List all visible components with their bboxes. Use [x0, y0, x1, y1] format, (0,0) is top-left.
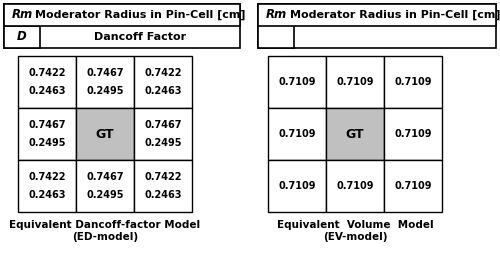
Text: D: D	[17, 31, 27, 44]
Bar	[134, 108, 192, 160]
Text: 0.7109: 0.7109	[394, 77, 432, 87]
Bar	[384, 56, 442, 108]
Bar	[4, 26, 40, 48]
Text: 0.7422: 0.7422	[28, 172, 66, 182]
Text: 0.7109: 0.7109	[278, 181, 316, 191]
Bar	[18, 160, 76, 212]
Text: Moderator Radius in Pin-Cell [cm]: Moderator Radius in Pin-Cell [cm]	[35, 10, 245, 20]
Text: Rm: Rm	[12, 9, 32, 21]
Text: 0.2495: 0.2495	[86, 86, 124, 96]
Bar	[384, 160, 442, 212]
Bar	[326, 56, 384, 108]
Text: 0.2495: 0.2495	[28, 138, 66, 148]
Text: 0.7109: 0.7109	[278, 77, 316, 87]
Text: 0.7467: 0.7467	[144, 120, 182, 130]
Text: 0.7109: 0.7109	[336, 181, 374, 191]
Bar	[18, 56, 76, 108]
Bar	[268, 56, 326, 108]
Text: 0.7109: 0.7109	[394, 181, 432, 191]
Bar	[268, 108, 326, 160]
Text: 0.2495: 0.2495	[86, 190, 124, 200]
Text: 0.2495: 0.2495	[144, 138, 182, 148]
Bar	[384, 108, 442, 160]
Text: (EV-model): (EV-model)	[323, 232, 387, 242]
Bar	[4, 4, 40, 26]
Text: 0.2463: 0.2463	[28, 86, 66, 96]
Text: 0.7109: 0.7109	[336, 77, 374, 87]
Bar	[268, 160, 326, 212]
Bar	[4, 4, 240, 26]
Text: Moderator Radius in Pin-Cell [cm]: Moderator Radius in Pin-Cell [cm]	[290, 10, 500, 20]
Bar	[76, 160, 134, 212]
Text: 0.2463: 0.2463	[28, 190, 66, 200]
Bar	[76, 108, 134, 160]
Text: 0.2463: 0.2463	[144, 86, 182, 96]
Bar	[326, 160, 384, 212]
Text: 0.7109: 0.7109	[278, 129, 316, 139]
Text: 0.7467: 0.7467	[86, 68, 124, 78]
Bar	[18, 108, 76, 160]
Text: 0.2463: 0.2463	[144, 190, 182, 200]
Text: Dancoff Factor: Dancoff Factor	[94, 32, 186, 42]
Text: 0.7422: 0.7422	[144, 172, 182, 182]
Text: GT: GT	[346, 127, 364, 140]
Bar	[258, 4, 496, 26]
Text: Equivalent Dancoff-factor Model: Equivalent Dancoff-factor Model	[10, 220, 200, 230]
Text: 0.7422: 0.7422	[144, 68, 182, 78]
Bar	[258, 4, 294, 48]
Bar	[258, 4, 496, 48]
Text: 0.7467: 0.7467	[86, 172, 124, 182]
Bar	[76, 56, 134, 108]
Text: (ED-model): (ED-model)	[72, 232, 138, 242]
Text: 0.7109: 0.7109	[394, 129, 432, 139]
Text: Rm: Rm	[266, 9, 286, 21]
Text: 0.7422: 0.7422	[28, 68, 66, 78]
Text: 0.7467: 0.7467	[28, 120, 66, 130]
Bar	[134, 160, 192, 212]
Bar	[4, 4, 240, 48]
Text: GT: GT	[96, 127, 114, 140]
Bar	[326, 108, 384, 160]
Text: Equivalent  Volume  Model: Equivalent Volume Model	[276, 220, 434, 230]
Bar	[134, 56, 192, 108]
